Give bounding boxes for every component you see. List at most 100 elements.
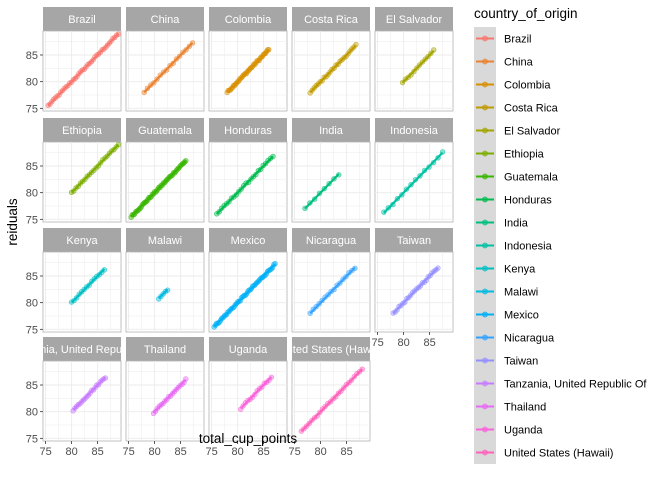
trend-line	[392, 266, 439, 315]
legend-item: Taiwan	[474, 349, 538, 372]
facet-strip	[43, 337, 121, 361]
facet-strip-label: Colombia	[225, 14, 272, 26]
legend-label: Malawi	[504, 287, 538, 299]
legend-item: United States (Hawaii)	[474, 441, 613, 464]
legend: country_of_origin Brazil China Colombia Cost…	[474, 6, 647, 464]
legend-key-point	[482, 449, 488, 456]
legend-item: Costa Rica	[474, 96, 559, 119]
y-tick-label: 85	[26, 271, 38, 283]
x-tick-label: 75	[39, 446, 51, 458]
facet-panel-2: Colombia	[208, 7, 288, 112]
legend-item: China	[474, 50, 534, 73]
x-tick-label: 80	[314, 446, 326, 458]
facet-strip	[209, 118, 287, 142]
facet-strip-label: Tanzania, United Republic Of	[11, 344, 154, 356]
facet-strip-label: Ethiopia	[62, 125, 103, 137]
trend-line	[300, 368, 363, 433]
legend-item: Ethiopia	[474, 142, 545, 165]
legend-key-point	[482, 35, 488, 42]
legend-key-point	[482, 196, 488, 203]
trend-line	[304, 173, 340, 210]
trend-line	[72, 376, 107, 411]
facet-strip	[43, 228, 121, 252]
facet-strip	[209, 7, 287, 31]
facet-panel-5: Ethiopia	[42, 118, 122, 223]
y-tick-label: 75	[26, 214, 38, 226]
trend-line	[157, 288, 169, 300]
trend-line	[309, 44, 357, 94]
facet-strip	[209, 337, 287, 361]
legend-item: Indonesia	[474, 234, 553, 257]
legend-key-point	[482, 242, 488, 249]
facet-strip-label: El Salvador	[386, 14, 443, 26]
legend-item: Tanzania, United Republic Of	[474, 372, 647, 395]
facet-strip-label: Uganda	[229, 344, 268, 356]
legend-key-point	[482, 380, 488, 387]
trend-line	[216, 155, 274, 215]
legend-item: Thailand	[474, 395, 546, 418]
facet-panel-7: Honduras	[208, 118, 288, 223]
facet-strip	[126, 118, 204, 142]
facet-strip-label: Indonesia	[390, 125, 439, 137]
facet-strip	[126, 7, 204, 31]
legend-item: Nicaragua	[474, 326, 555, 349]
legend-item: Guatemala	[474, 165, 559, 188]
legend-title: country_of_origin	[474, 6, 578, 21]
trend-line	[213, 263, 276, 328]
legend-label: Brazil	[504, 34, 532, 46]
legend-key-point	[482, 219, 488, 226]
legend-label: Tanzania, United Republic Of	[504, 379, 647, 391]
y-tick-label: 75	[26, 433, 38, 445]
facet-panel-6: Guatemala	[125, 118, 205, 223]
legend-item: India	[474, 211, 529, 234]
y-tick-label: 75	[26, 103, 38, 115]
facet-strip	[209, 228, 287, 252]
trend-line	[47, 32, 120, 107]
legend-item: El Salvador	[474, 119, 561, 142]
trend-line	[239, 376, 273, 410]
y-axis-title: reiduals	[5, 198, 20, 246]
legend-key-point	[482, 104, 488, 111]
facet-panel-14: Taiwan	[374, 228, 454, 333]
x-tick-label: 80	[148, 446, 160, 458]
facet-strip	[292, 228, 370, 252]
trend-line	[383, 151, 444, 214]
x-tick-label: 85	[257, 446, 269, 458]
legend-label: Nicaragua	[504, 333, 555, 345]
facet-panel-8: India	[291, 118, 371, 223]
legend-label: Uganda	[504, 425, 543, 437]
facet-strip-label: Thailand	[144, 344, 186, 356]
legend-label: Guatemala	[504, 172, 559, 184]
legend-label: United States (Hawaii)	[504, 448, 613, 460]
facet-strip-label: Guatemala	[138, 125, 193, 137]
legend-label: Mexico	[504, 310, 539, 322]
legend-label: El Salvador	[504, 126, 561, 138]
facet-strip	[43, 118, 121, 142]
y-tick-label: 80	[26, 188, 38, 200]
legend-label: Thailand	[504, 402, 546, 414]
y-tick-label: 80	[26, 407, 38, 419]
y-tick-label: 75	[26, 324, 38, 336]
facet-strip-label: Nicaragua	[306, 235, 357, 247]
facet-panel-9: Indonesia	[374, 118, 454, 223]
facet-panel-3: Costa Rica	[291, 7, 371, 112]
legend-key-point	[482, 173, 488, 180]
legend-label: India	[504, 218, 529, 230]
facet-panel-18: United States (Hawaii)	[291, 337, 371, 442]
facet-strip	[375, 118, 453, 142]
facet-strip	[292, 7, 370, 31]
legend-key-point	[482, 426, 488, 433]
legend-key-point	[482, 150, 488, 157]
facet-strip	[292, 118, 370, 142]
legend-key-point	[482, 288, 488, 295]
facet-panel-4: El Salvador	[374, 7, 454, 112]
trend-line	[70, 268, 106, 304]
legend-label: Colombia	[504, 80, 551, 92]
facet-strip-label: Brazil	[68, 14, 96, 26]
facet-strip-label: Costa Rica	[304, 14, 359, 26]
facet-panel-0: Brazil	[42, 7, 122, 112]
legend-label: Honduras	[504, 195, 552, 207]
facet-panel-10: Kenya	[42, 228, 122, 333]
facet-strip-label: Taiwan	[397, 235, 431, 247]
facet-strip	[126, 337, 204, 361]
